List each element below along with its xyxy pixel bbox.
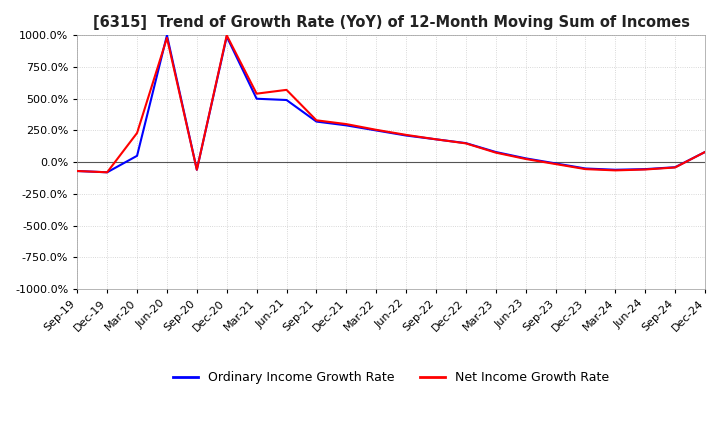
Title: [6315]  Trend of Growth Rate (YoY) of 12-Month Moving Sum of Incomes: [6315] Trend of Growth Rate (YoY) of 12-… <box>93 15 690 30</box>
Legend: Ordinary Income Growth Rate, Net Income Growth Rate: Ordinary Income Growth Rate, Net Income … <box>168 366 614 389</box>
